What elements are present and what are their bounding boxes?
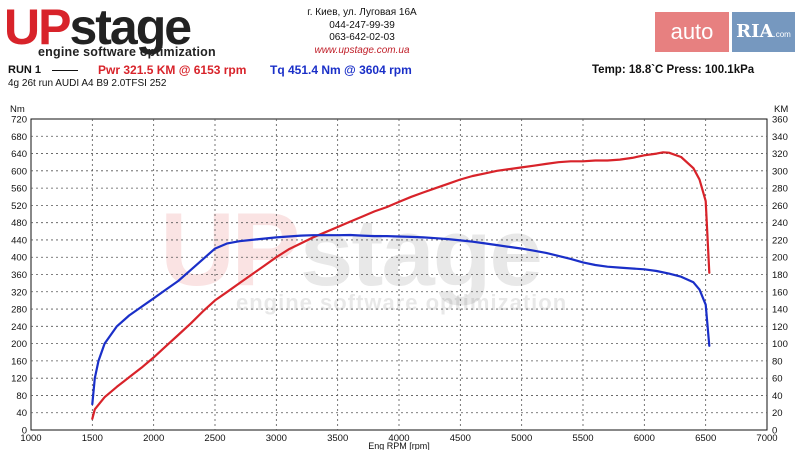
x-tick: 2000 (143, 433, 164, 444)
y-tick-left: 40 (16, 408, 27, 419)
phone-1: 044-247-99-39 (329, 19, 395, 31)
x-tick: 2500 (204, 433, 225, 444)
power-peak: Pwr 321.5 KM @ 6153 rpm (98, 63, 247, 77)
y-tick-right: 220 (772, 235, 788, 246)
y-tick-right: 0 (772, 426, 777, 437)
y-tick-right: 40 (772, 391, 783, 402)
logo-tagline: engine software optimization (38, 45, 216, 59)
y-tick-left: 400 (11, 253, 27, 264)
y-tick-right: 140 (772, 305, 788, 316)
y-axis-left-label: Nm (10, 104, 25, 115)
watermark-tagline: engine software optimization (236, 290, 567, 315)
y-tick-left: 240 (11, 322, 27, 333)
x-tick: 4500 (450, 433, 471, 444)
y-tick-right: 120 (772, 322, 788, 333)
y-tick-right: 300 (772, 166, 788, 177)
run-label: RUN 1 (8, 64, 42, 76)
car-description: 4g 26t run AUDI A4 B9 2.0TFSI 252 (8, 78, 167, 89)
y-tick-right: 240 (772, 218, 788, 229)
y-tick-right: 20 (772, 408, 783, 419)
logo-wordmark: UPstage (4, 0, 192, 55)
environment-readout: Temp: 18.8`C Press: 100.1kPa (592, 64, 755, 76)
torque-peak: Tq 451.4 Nm @ 3604 rpm (270, 63, 412, 77)
y-tick-left: 200 (11, 339, 27, 350)
y-tick-left: 640 (11, 149, 27, 160)
contact-block: г. Киев, ул. Луговая 16А 044-247-99-39 0… (282, 7, 442, 57)
y-tick-right: 320 (772, 149, 788, 160)
y-tick-right: 180 (772, 270, 788, 281)
y-tick-right: 260 (772, 201, 788, 212)
watermark-auto: auto (655, 12, 729, 52)
y-tick-left: 360 (11, 270, 27, 281)
y-tick-right: 360 (772, 115, 788, 126)
x-tick: 6500 (695, 433, 716, 444)
y-tick-right: 160 (772, 287, 788, 298)
x-tick: 6000 (634, 433, 655, 444)
series-line-tq (91, 233, 711, 406)
x-tick: 5000 (511, 433, 532, 444)
autoria-watermark: auto RIA.com (655, 12, 795, 52)
website-link[interactable]: www.upstage.com.ua (314, 44, 410, 56)
watermark-ria-text: RIA (736, 21, 774, 42)
y-tick-right: 200 (772, 253, 788, 264)
y-tick-right: 280 (772, 184, 788, 195)
watermark-stage: stage (300, 199, 541, 306)
y-tick-right: 100 (772, 339, 788, 350)
upstage-logo: UPstage engine software optimization (4, 2, 254, 62)
y-tick-left: 440 (11, 235, 27, 246)
x-tick: 4000 (388, 433, 409, 444)
watermark-ria-suffix: .com (773, 30, 791, 39)
x-tick: 1500 (82, 433, 103, 444)
y-tick-left: 480 (11, 218, 27, 229)
y-tick-left: 600 (11, 166, 27, 177)
x-tick: 1000 (20, 433, 41, 444)
y-tick-left: 280 (11, 305, 27, 316)
y-tick-right: 60 (772, 374, 783, 385)
run-legend-line (52, 70, 78, 71)
y-tick-right: 340 (772, 132, 788, 143)
logo-stage: stage (69, 0, 192, 55)
y-tick-left: 320 (11, 287, 27, 298)
y-tick-left: 560 (11, 184, 27, 195)
x-tick: 3500 (327, 433, 348, 444)
watermark-ria: RIA.com (732, 12, 795, 52)
logo-up: UP (4, 0, 71, 55)
y-axis-right-label: KM (774, 104, 788, 115)
x-tick: 7000 (756, 433, 777, 444)
x-tick: 3000 (266, 433, 287, 444)
x-axis-label: Eng RPM [rpm] (368, 441, 430, 450)
address: г. Киев, ул. Луговая 16А (307, 7, 417, 18)
y-tick-left: 0 (22, 426, 27, 437)
y-tick-left: 680 (11, 132, 27, 143)
y-tick-left: 720 (11, 115, 27, 126)
x-tick: 5500 (572, 433, 593, 444)
y-tick-right: 80 (772, 356, 783, 367)
y-tick-left: 80 (16, 391, 27, 402)
phone-2: 063-642-02-03 (329, 32, 395, 43)
y-tick-left: 160 (11, 356, 27, 367)
series-line-pwr (91, 151, 711, 420)
y-tick-left: 120 (11, 374, 27, 385)
y-tick-left: 520 (11, 201, 27, 212)
